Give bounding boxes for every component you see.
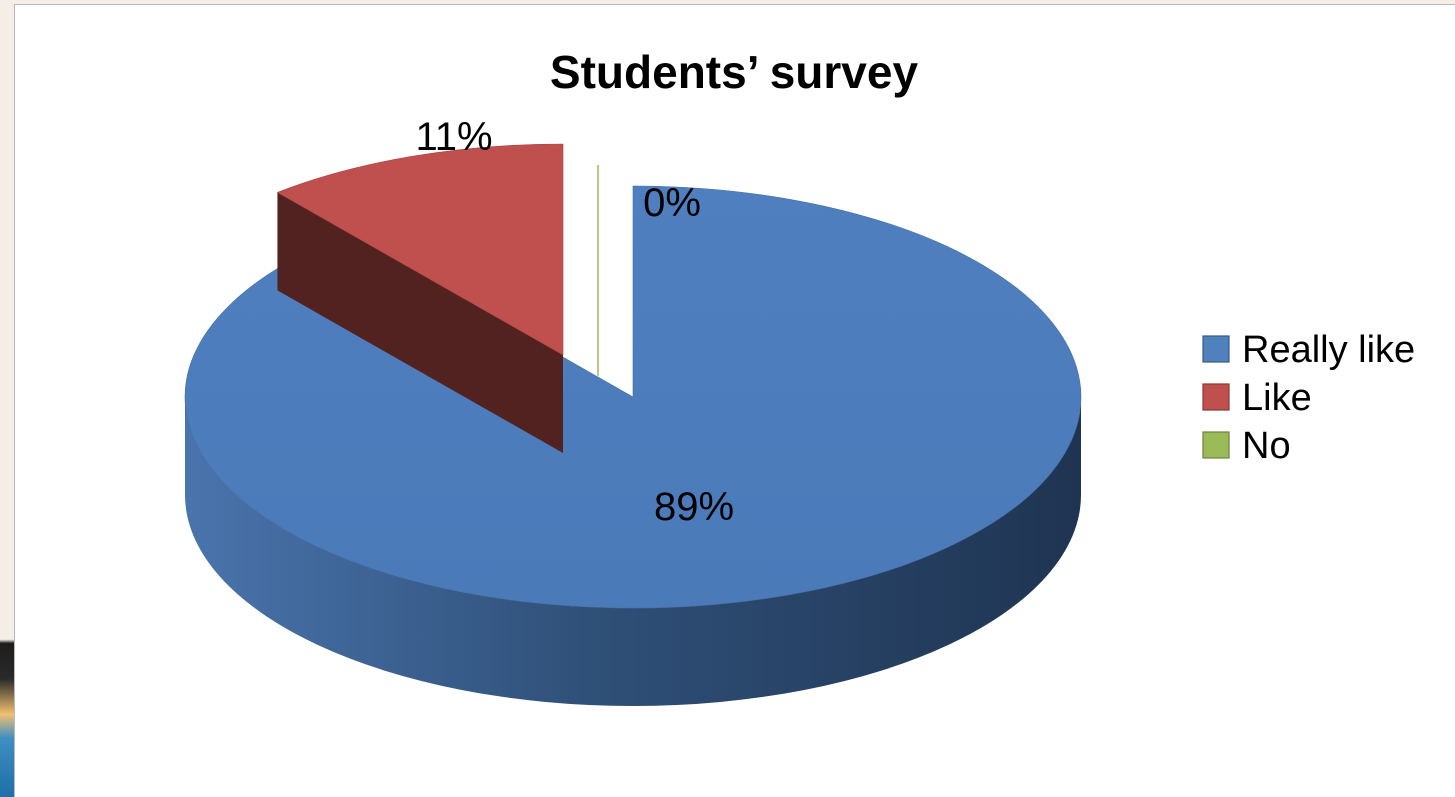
legend-label-really-like: Really like	[1242, 329, 1415, 371]
data-label-really-like: 89%	[654, 485, 734, 529]
decorative-edge	[0, 600, 14, 797]
pie-plot-area	[184, 143, 1082, 706]
legend-swatch-really-like	[1202, 335, 1230, 363]
legend-swatch-like	[1202, 383, 1230, 411]
legend: Really like Like No	[1202, 329, 1415, 467]
data-labels: 89% 11% 0%	[415, 115, 734, 529]
legend-label-no: No	[1242, 425, 1291, 467]
data-label-like: 11%	[415, 115, 492, 159]
data-label-no: 0%	[643, 181, 701, 225]
legend-swatch-no	[1202, 431, 1230, 459]
pie-slice-like	[276, 143, 564, 454]
slice-cut-face-like	[277, 192, 563, 454]
slice-side-really-like	[185, 397, 1081, 706]
chart-title: Students’ survey	[550, 46, 919, 98]
slice-top-like	[276, 143, 564, 356]
legend-label-like: Like	[1242, 377, 1312, 419]
